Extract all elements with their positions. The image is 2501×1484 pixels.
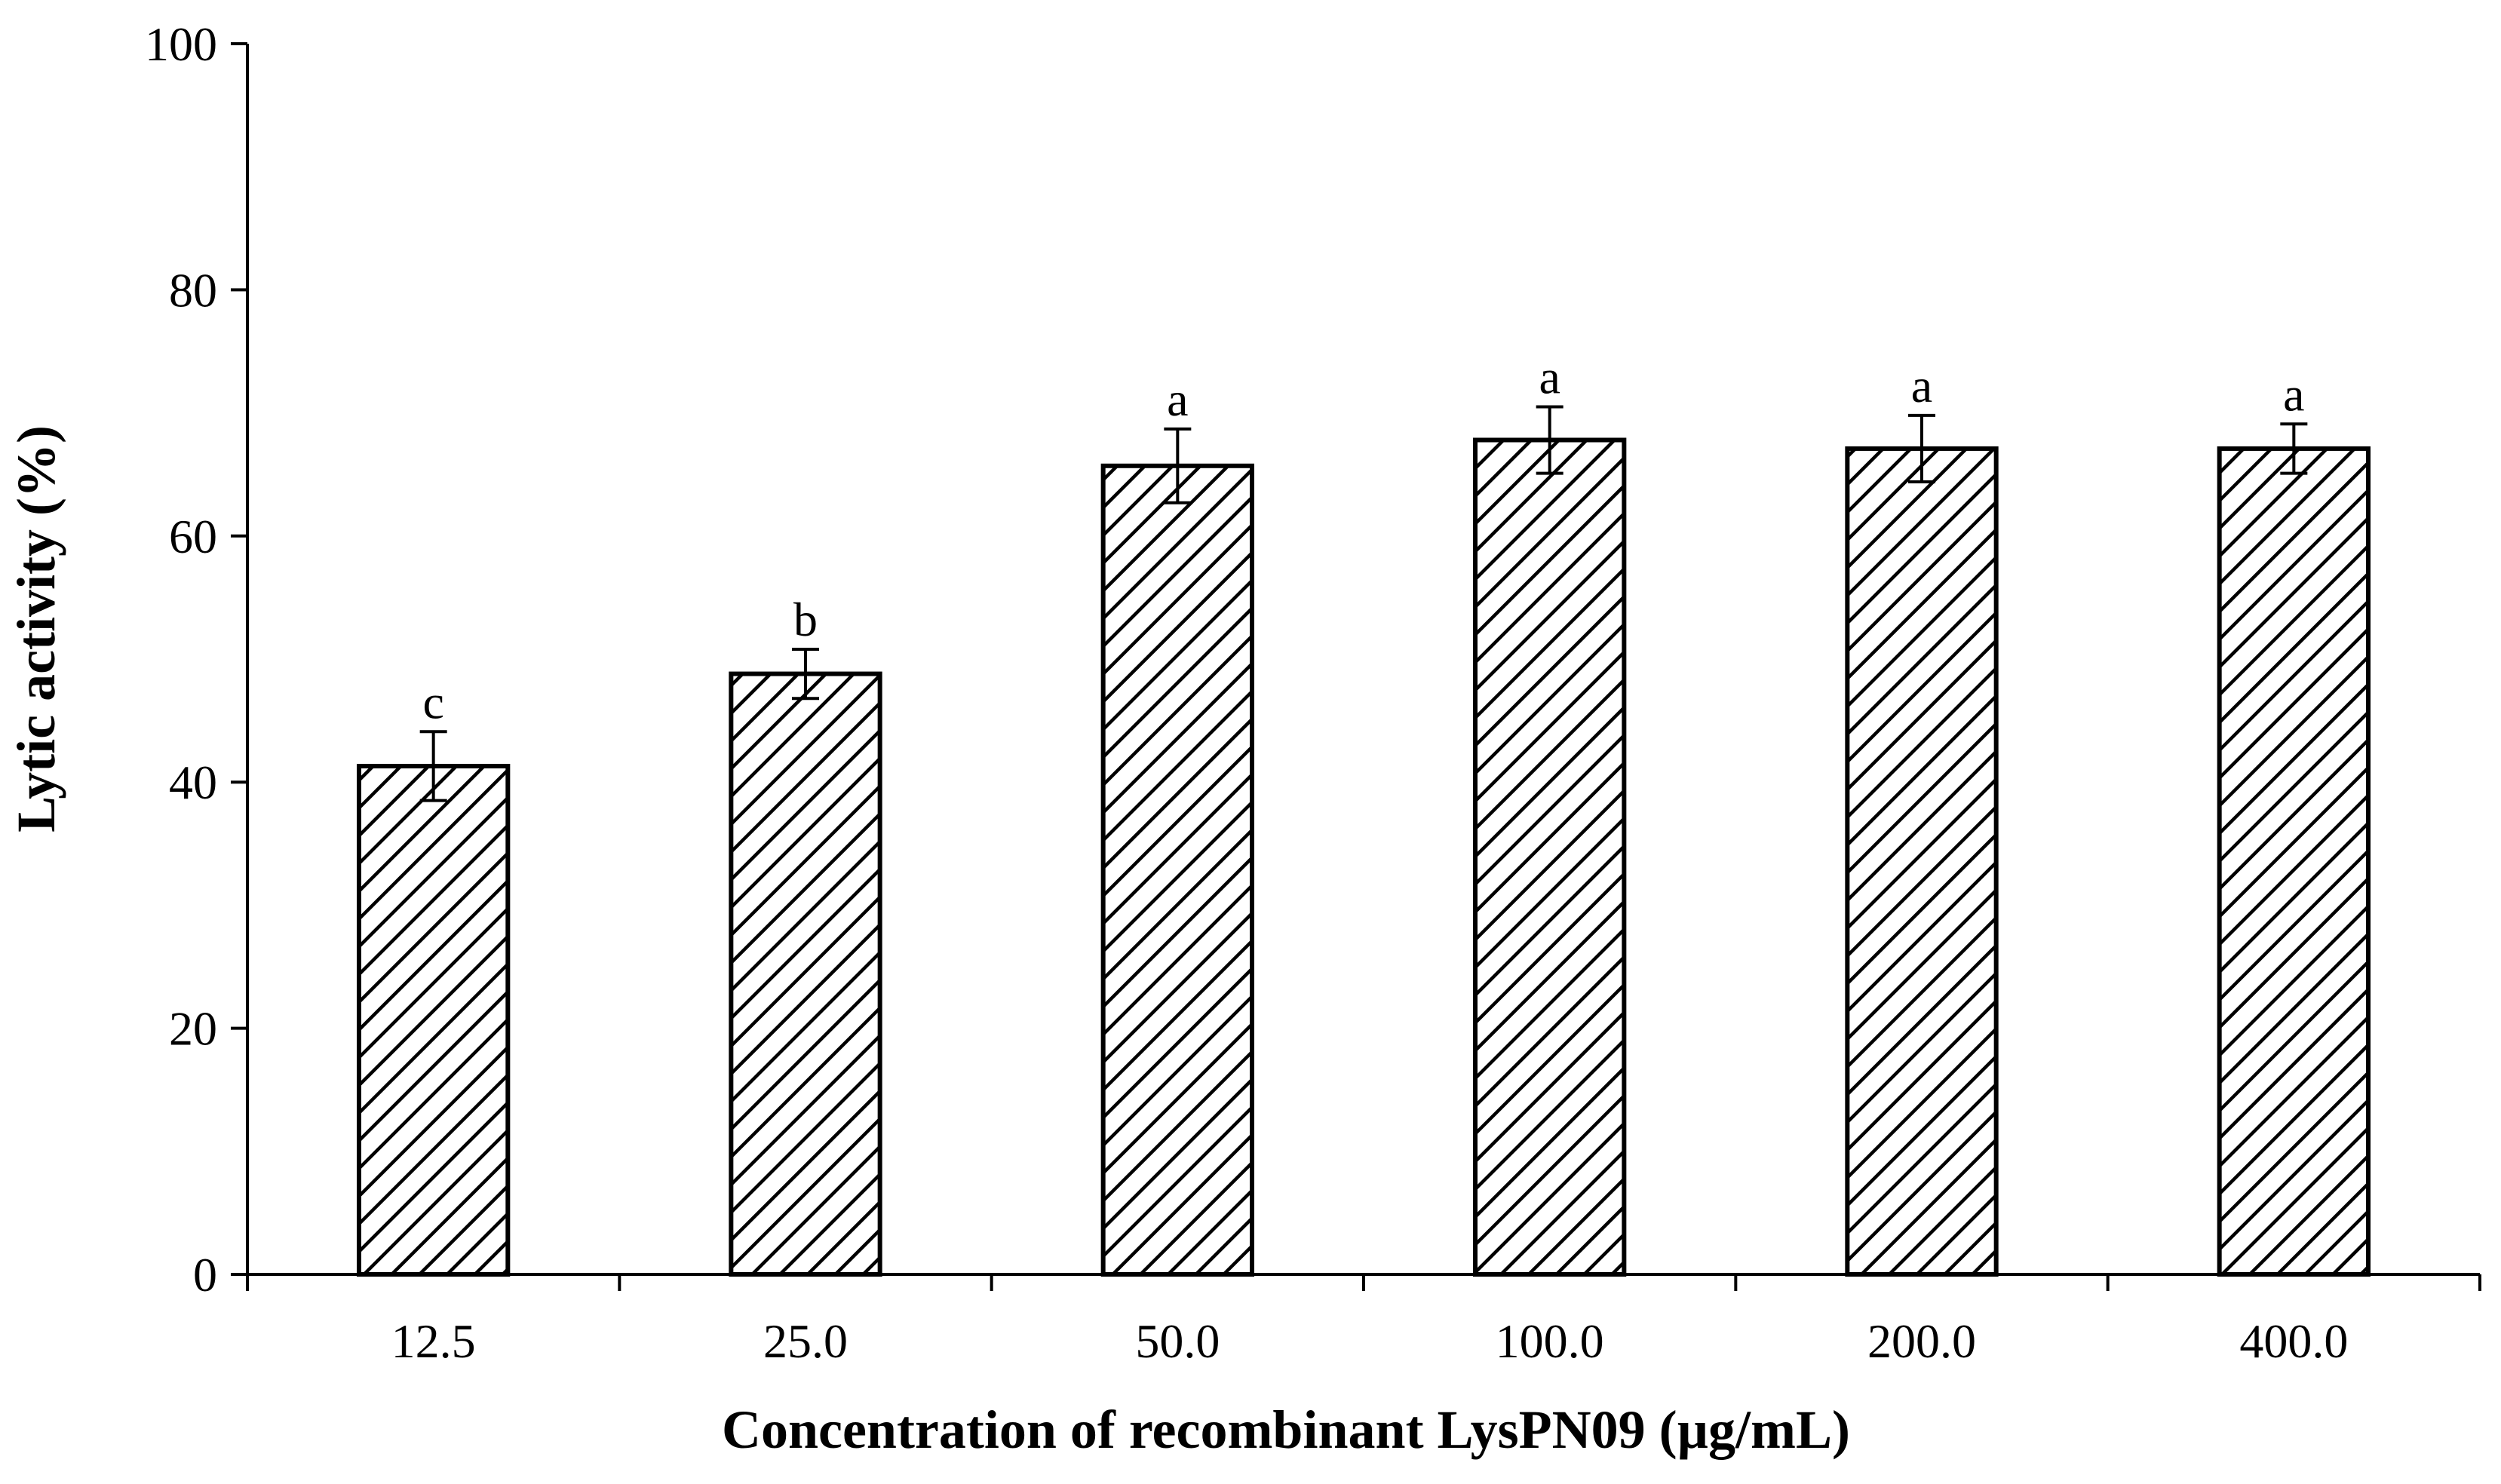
bar-200.0 <box>1845 446 1999 1277</box>
y-tick-label: 40 <box>169 756 217 809</box>
significance-label: a <box>1911 359 1932 412</box>
error-bar <box>419 730 447 802</box>
bars-layer <box>357 437 2371 1277</box>
error-bar <box>1536 405 1564 475</box>
error-bar <box>1164 427 1192 504</box>
y-tick-label: 60 <box>169 510 217 563</box>
significance-label: a <box>1539 350 1560 403</box>
error-bar <box>792 647 819 701</box>
bar-25.0 <box>729 671 882 1277</box>
y-tick-label: 100 <box>145 17 217 71</box>
y-tick-label: 80 <box>169 263 217 317</box>
y-axis-title: Lytic activity (%) <box>6 425 66 832</box>
significance-label: a <box>1167 373 1188 426</box>
y-tick-label: 20 <box>169 1002 217 1056</box>
bar-100.0 <box>1473 437 1627 1277</box>
x-tick-label: 25.0 <box>763 1314 848 1368</box>
x-ticks-layer: 12.5 25.0 50.0 100.0 200.0 400.0 <box>246 1274 2481 1368</box>
x-tick-label: 100.0 <box>1496 1314 1604 1368</box>
x-tick-label: 400.0 <box>2239 1314 2348 1368</box>
bar-400.0 <box>2217 446 2371 1277</box>
axes-layer <box>246 44 2480 1276</box>
x-axis-title: Concentration of recombinant LysPN09 (µg… <box>722 1400 1850 1460</box>
y-ticks-layer: 0 20 40 60 80 100 <box>145 17 247 1302</box>
y-tick-label: 0 <box>193 1248 217 1302</box>
bar-12.5 <box>357 763 511 1277</box>
x-tick-label: 200.0 <box>1867 1314 1976 1368</box>
significance-label: b <box>793 593 818 646</box>
bar-50.0 <box>1100 463 1254 1277</box>
significance-label: c <box>422 675 443 728</box>
error-bars-layer <box>419 405 2308 802</box>
x-tick-label: 50.0 <box>1135 1314 1220 1368</box>
significance-labels-layer: c b a a a a <box>422 350 2304 728</box>
x-tick-label: 12.5 <box>391 1314 476 1368</box>
significance-label: a <box>2283 367 2304 421</box>
error-bar <box>1908 413 1935 483</box>
error-bar <box>2280 422 2308 475</box>
